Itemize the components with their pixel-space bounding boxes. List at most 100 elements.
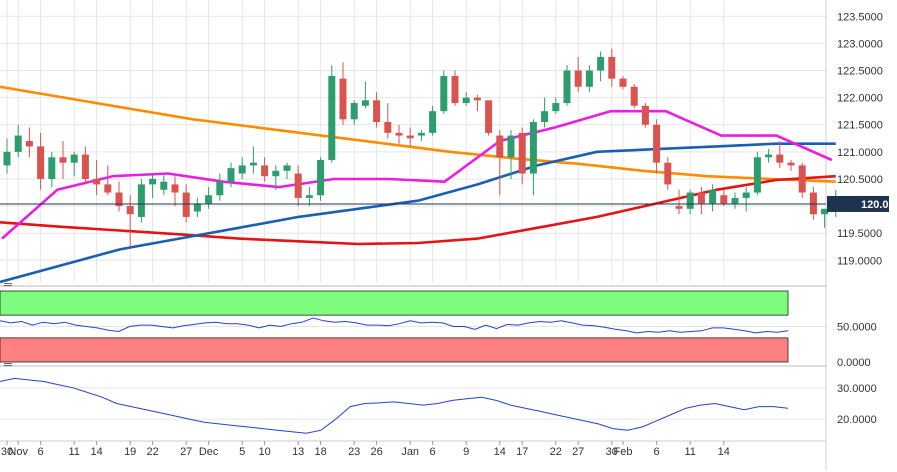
rsi-y-tick-label: 0.0000 [837,357,871,369]
candle-up [709,189,717,204]
candle-down [37,146,45,179]
candle-up [731,197,739,204]
x-tick-label: 27 [180,446,192,458]
x-tick-label: 30 [1,446,13,458]
candle-down [294,173,302,198]
candle-up [14,135,22,152]
candle-down [104,184,112,193]
candle-up [507,135,515,158]
candle-up [193,203,201,212]
candle-down [697,192,705,204]
price-y-tick-label: 121.5000 [837,120,883,132]
candle-up [440,75,448,112]
x-tick-label: 13 [292,446,304,458]
candle-down [451,75,459,104]
candle-down [485,100,493,133]
panel-divider-grip: ═ [3,359,12,371]
candle-up [238,165,246,174]
candle-up [249,162,257,166]
price-y-tick-label: 123.0000 [837,38,883,50]
candle-up [70,154,78,163]
x-tick-label: 11 [68,446,79,458]
x-tick-label: 17 [516,446,528,458]
candle-down [171,184,179,193]
candle-up [350,103,358,120]
candle-up [283,165,291,171]
price-y-tick-label: 122.5000 [837,66,883,78]
x-tick-label: 9 [463,446,469,458]
candle-down [619,78,627,87]
candle-down [406,135,414,139]
sma-red-line [0,174,836,246]
candle-down [776,154,784,163]
candle-up [742,192,750,198]
candle-up [429,111,437,133]
candle-up [48,157,56,179]
candle-down [653,124,661,163]
candle-up [227,168,235,182]
price-y-tick-label: 119.0000 [837,255,882,267]
x-tick-label: 6 [654,446,660,458]
candle-down [473,97,481,101]
candle-down [93,178,101,185]
candle-up [585,70,593,87]
candle-up [137,184,145,217]
candle-up [462,97,470,104]
candle-up [305,195,313,198]
sma-orange-line [0,85,836,183]
rsi-oversold-zone [0,337,789,363]
x-tick-label: 10 [258,446,270,458]
candle-up [417,132,425,136]
candle-down [395,132,403,136]
x-tick-label: 23 [348,446,360,458]
candle-up [563,70,571,104]
candle-down [496,135,504,158]
x-tick-label: Feb [614,446,633,458]
candle-up [149,178,157,185]
candle-up [317,159,325,196]
x-tick-label: 5 [239,446,245,458]
x-tick-label: Nov [8,446,28,458]
candle-up [216,181,224,196]
x-tick-label: 27 [572,446,584,458]
candle-up [765,154,773,158]
candle-down [720,195,728,204]
candle-up [597,56,605,71]
x-tick-label: Dec [199,446,219,458]
candle-down [384,122,392,133]
candle-down [798,165,806,193]
candle-down [25,141,33,147]
candle-up [552,103,560,112]
candle-down [59,157,67,163]
sma-blue-line [0,142,836,284]
rsi-line [0,317,789,334]
x-tick-label: 11 [684,446,695,458]
candle-down [608,56,616,79]
sma-magenta-line [1,109,833,240]
x-tick-label: 6 [38,446,44,458]
candle-down [809,192,817,215]
candle-down [518,132,526,174]
candle-up [361,100,369,106]
adx-line [0,377,789,434]
candle-up [686,192,694,209]
candle-up [753,157,761,193]
x-tick-label: 19 [124,446,136,458]
x-tick-label: 22 [550,446,562,458]
price-y-tick-label: 120.5000 [837,174,883,186]
x-tick-label: 14 [90,446,102,458]
price-y-tick-label: 119.5000 [837,228,882,240]
candle-down [339,78,347,120]
candle-up [205,195,213,204]
candle-down [261,165,269,177]
price-y-tick-label: 122.0000 [837,93,883,105]
x-tick-label: 18 [314,446,326,458]
x-tick-label: 30 [606,446,618,458]
adx-panel: 30.0000 20.0000 [0,377,877,434]
x-tick-label: 26 [370,446,382,458]
candle-down [675,206,683,209]
candle-down [787,162,795,166]
